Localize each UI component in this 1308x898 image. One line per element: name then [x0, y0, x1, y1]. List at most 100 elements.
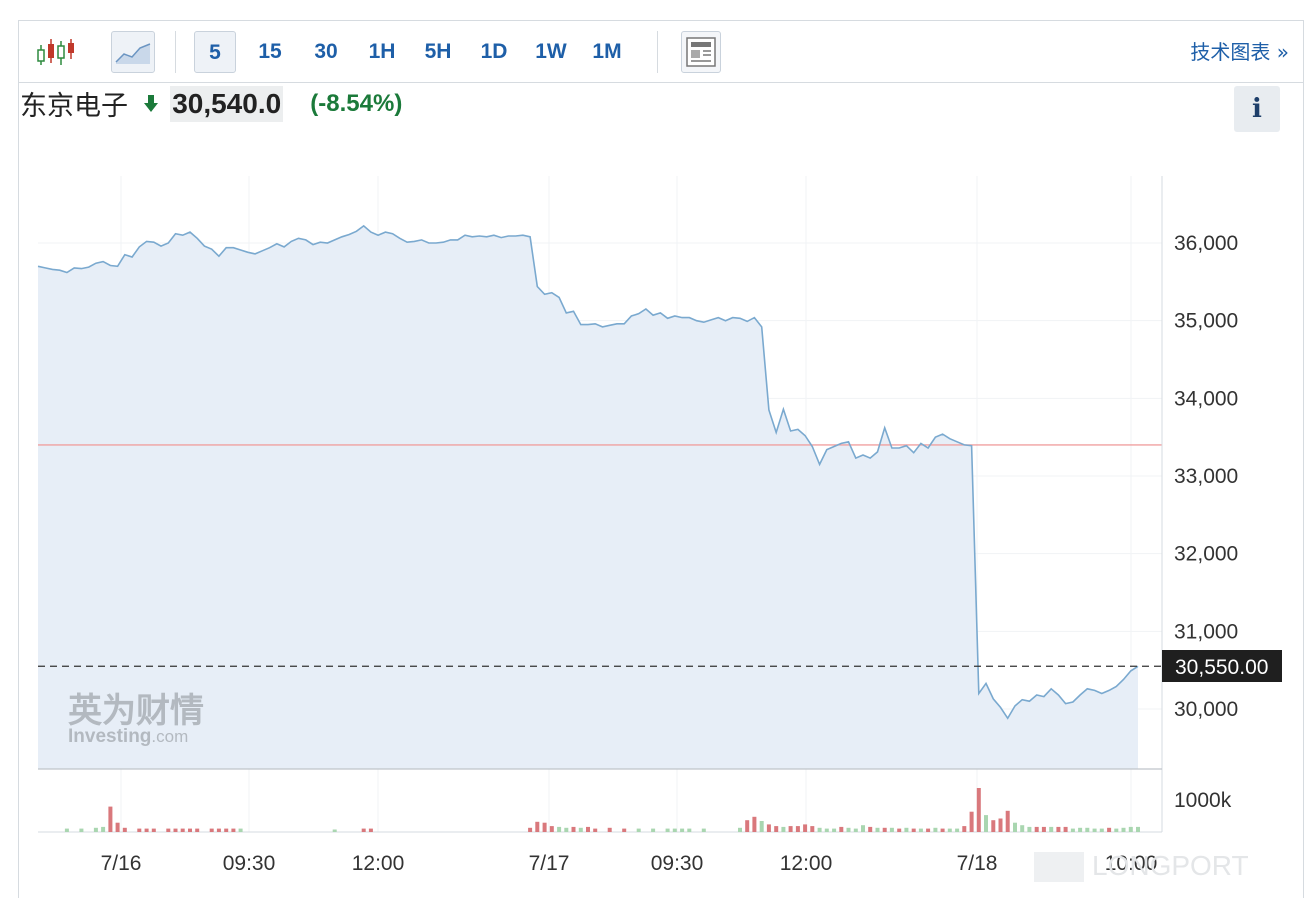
- volume-bar: [137, 828, 142, 832]
- price-area: [38, 225, 1138, 769]
- volume-bar: [361, 828, 366, 832]
- volume-bar: [911, 828, 916, 832]
- volume-bar: [839, 826, 844, 832]
- instrument-header: 东京电子 30,540.0 (-8.54%): [20, 84, 402, 128]
- volume-bar: [701, 828, 706, 832]
- longport-watermark: LONGPORT: [1034, 850, 1249, 882]
- volume-bar: [636, 828, 641, 832]
- interval-5h[interactable]: 5H: [424, 40, 452, 63]
- y-tick-label: 32,000: [1174, 543, 1238, 566]
- volume-bar: [1027, 826, 1032, 832]
- volume-bar: [781, 826, 786, 832]
- volume-bar: [1078, 827, 1083, 832]
- volume-bar: [108, 806, 113, 832]
- volume-bar: [745, 820, 750, 832]
- volume-bar: [1128, 826, 1133, 832]
- volume-bar: [64, 828, 69, 832]
- x-tick-label: 09:30: [223, 852, 276, 875]
- toolbar-divider: [175, 31, 176, 73]
- news-button[interactable]: [681, 31, 721, 73]
- volume-bar: [564, 827, 569, 832]
- volume-bar: [180, 828, 185, 832]
- volume-bar: [557, 826, 562, 832]
- volume-bar: [1005, 810, 1010, 832]
- volume-bar: [788, 826, 793, 832]
- volume-bar: [542, 822, 547, 832]
- volume-bar: [1107, 827, 1112, 832]
- volume-bar: [571, 826, 576, 832]
- volume-bar: [738, 827, 742, 832]
- volume-bar: [622, 828, 627, 832]
- volume-bar: [209, 828, 214, 832]
- volume-bar: [846, 827, 851, 832]
- x-tick-label: 12:00: [780, 852, 833, 875]
- volume-bar: [991, 820, 996, 832]
- area-chart-button[interactable]: [111, 31, 155, 73]
- volume-bar: [853, 828, 858, 832]
- interval-1m[interactable]: 1M: [592, 40, 622, 63]
- toolbar-divider: [657, 31, 658, 73]
- volume-bar: [101, 826, 106, 832]
- longport-watermark-text: LONGPORT: [1092, 850, 1249, 881]
- y-tick-label: 33,000: [1174, 465, 1238, 488]
- volume-bar: [824, 828, 829, 832]
- volume-bar: [1121, 827, 1126, 832]
- volume-bar: [897, 828, 902, 832]
- volume-bar: [1056, 826, 1061, 832]
- volume-bar: [151, 828, 156, 832]
- volume-bar: [875, 827, 880, 832]
- volume-bar: [1041, 826, 1046, 832]
- x-tick-label: 7/17: [529, 852, 570, 875]
- instrument-name: 东京电子: [20, 91, 128, 122]
- interval-1w[interactable]: 1W: [535, 40, 567, 63]
- volume-bar: [918, 828, 923, 832]
- volume-bar: [687, 828, 692, 832]
- watermark-cn: 英为财情: [68, 691, 204, 731]
- down-arrow-icon: [144, 94, 159, 112]
- volume-bar: [955, 828, 960, 832]
- x-tick-label: 09:30: [651, 852, 704, 875]
- time-axis-labels: 7/16 09:30 12:00 7/17 09:30 12:00 7/18 10:00: [101, 852, 1158, 875]
- volume-bar: [1020, 825, 1025, 832]
- info-button[interactable]: i: [1234, 86, 1280, 132]
- interval-1d[interactable]: 1D: [480, 40, 508, 63]
- volume-bar: [607, 827, 612, 832]
- price-axis-labels: 30,000 31,000 32,000 33,000 34,000 35,000 36,0…: [1174, 232, 1238, 721]
- volume-bar: [759, 821, 764, 832]
- volume-bar: [832, 828, 837, 832]
- volume-bar: [889, 827, 894, 832]
- volume-bars: [64, 788, 1140, 832]
- area-chart-icon: [115, 43, 151, 64]
- volume-bar: [947, 828, 952, 832]
- volume-bar: [549, 826, 554, 832]
- interval-30[interactable]: 30: [314, 40, 338, 63]
- price-line: [37, 224, 1139, 720]
- volume-bar: [188, 828, 192, 832]
- volume-bar: [593, 828, 598, 832]
- interval-5[interactable]: 5: [194, 31, 236, 73]
- volume-bar: [238, 828, 243, 832]
- volume-bar: [680, 828, 685, 832]
- y-tick-label: 31,000: [1174, 620, 1238, 643]
- volume-bar: [868, 826, 873, 832]
- candlestick-chart-button[interactable]: [33, 31, 81, 73]
- last-price-label: 30,550.00: [1175, 656, 1268, 679]
- volume-bar: [1085, 827, 1090, 832]
- y-tick-label: 30,000: [1174, 698, 1238, 721]
- volume-bar: [998, 818, 1003, 832]
- volume-bar: [115, 822, 120, 832]
- volume-bar: [1099, 828, 1104, 832]
- volume-bar: [224, 828, 229, 832]
- volume-axis-label: 1000k: [1174, 789, 1232, 812]
- interval-1h[interactable]: 1H: [368, 40, 396, 63]
- volume-bar: [216, 828, 221, 832]
- x-tick-label: 7/16: [101, 852, 142, 875]
- longport-logo-icon: [1034, 852, 1084, 882]
- technical-chart-link[interactable]: 技术图表 »: [1190, 40, 1289, 64]
- interval-15[interactable]: 15: [258, 40, 282, 63]
- volume-bar: [332, 829, 337, 832]
- volume-bar: [651, 828, 656, 832]
- change-percent: (-8.54%): [310, 89, 403, 117]
- chart-toolbar: 5 15 30 1H 5H 1D 1W 1M 技术图表 »: [19, 21, 1303, 83]
- newspaper-icon: [686, 37, 716, 67]
